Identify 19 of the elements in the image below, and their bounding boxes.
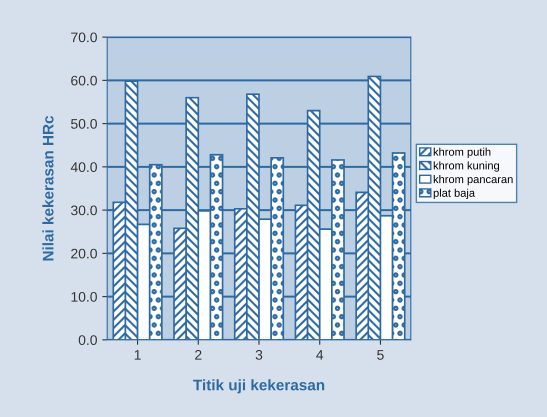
legend-label: khrom pancaran [434,175,513,186]
y-tick-label: 10.0 [72,292,97,302]
y-tick-label: 70.0 [71,32,97,42]
y-tick-label: 60.0 [71,76,97,86]
y-tick-label: 30.0 [70,205,97,216]
x-tick-label: 2 [195,350,202,360]
x-tick-label: 4 [316,350,324,360]
legend-label: plat baja [434,188,476,200]
y-axis-title: Nilai kekerasan HRc [42,116,54,260]
x-tick-label: 3 [256,350,262,360]
x-tick-label: 5 [377,350,384,360]
legend-label: khrom putih [434,148,490,158]
y-tick-label: 40.0 [70,162,97,172]
x-tick-label: 1 [134,350,141,360]
y-tick-label: 20.0 [71,248,97,259]
x-axis-title: Titik uji kekerasan [193,379,324,394]
y-tick-label: 0.0 [78,335,97,346]
legend-label: khrom kuning [434,161,500,172]
y-tick-label: 50.0 [71,118,97,129]
